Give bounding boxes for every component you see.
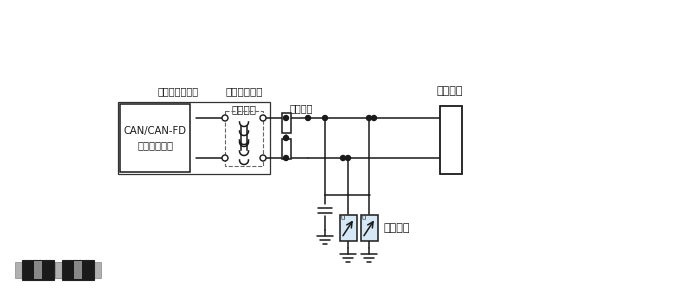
Circle shape bbox=[284, 116, 288, 121]
Text: 終端抵抜: 終端抵抜 bbox=[290, 103, 314, 113]
Bar bbox=[340, 215, 356, 241]
Text: CAN/CAN-FD
トランシーバ: CAN/CAN-FD トランシーバ bbox=[123, 126, 186, 150]
Circle shape bbox=[284, 155, 288, 160]
Bar bbox=[440, 106, 462, 174]
Bar bbox=[54, 262, 61, 278]
Circle shape bbox=[323, 116, 328, 121]
Bar bbox=[74, 261, 82, 279]
Bar bbox=[62, 260, 94, 280]
Bar bbox=[340, 215, 356, 241]
Bar bbox=[34, 261, 42, 279]
Bar bbox=[120, 104, 190, 172]
Circle shape bbox=[367, 116, 372, 121]
Text: フィルタ: フィルタ bbox=[232, 104, 256, 114]
Circle shape bbox=[340, 155, 346, 160]
Bar bbox=[360, 215, 377, 241]
Circle shape bbox=[284, 136, 288, 140]
Bar bbox=[360, 215, 377, 241]
Text: U: U bbox=[340, 216, 345, 221]
Text: コモンモード: コモンモード bbox=[225, 86, 262, 96]
Text: U: U bbox=[361, 216, 366, 221]
Bar bbox=[15, 262, 22, 278]
Bar bbox=[281, 113, 290, 133]
Bar bbox=[94, 262, 101, 278]
Bar bbox=[225, 110, 263, 166]
Circle shape bbox=[305, 116, 311, 121]
Bar bbox=[55, 262, 62, 278]
Circle shape bbox=[260, 115, 266, 121]
Bar bbox=[281, 139, 290, 159]
Circle shape bbox=[372, 116, 377, 121]
Circle shape bbox=[260, 155, 266, 161]
Circle shape bbox=[346, 155, 351, 160]
Circle shape bbox=[222, 155, 228, 161]
Circle shape bbox=[222, 115, 228, 121]
Text: コネクタ: コネクタ bbox=[437, 86, 463, 96]
Bar bbox=[22, 260, 54, 280]
Text: バリスタ: バリスタ bbox=[384, 223, 410, 233]
Bar bbox=[118, 102, 270, 174]
Text: 《被保護回路》: 《被保護回路》 bbox=[158, 86, 199, 96]
